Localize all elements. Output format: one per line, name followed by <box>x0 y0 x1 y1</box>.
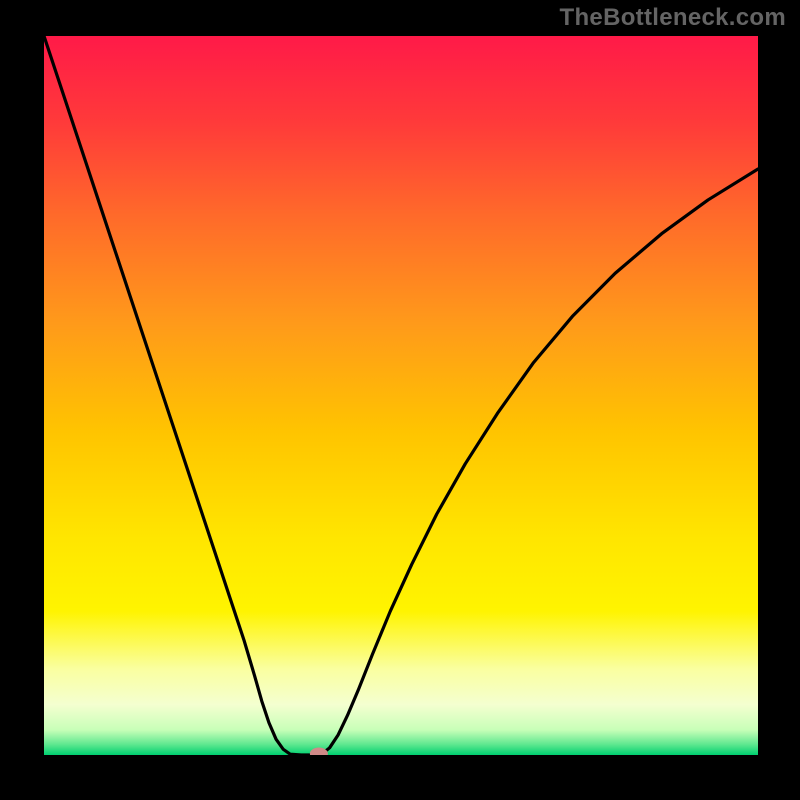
plot-gradient-background <box>44 36 758 755</box>
chart-container: TheBottleneck.com <box>0 0 800 800</box>
chart-svg <box>0 0 800 800</box>
watermark-text: TheBottleneck.com <box>560 4 786 32</box>
